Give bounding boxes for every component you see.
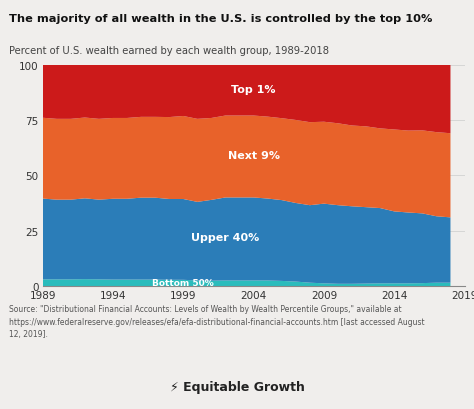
Text: The majority of all wealth in the U.S. is controlled by the top 10%: The majority of all wealth in the U.S. i… <box>9 14 433 24</box>
Text: Next 9%: Next 9% <box>228 151 280 161</box>
Text: ⚡ Equitable Growth: ⚡ Equitable Growth <box>170 380 304 393</box>
Text: Upper 40%: Upper 40% <box>191 233 260 243</box>
Text: Source: "Distributional Financial Accounts: Levels of Wealth by Wealth Percentil: Source: "Distributional Financial Accoun… <box>9 305 425 339</box>
Text: Percent of U.S. wealth earned by each wealth group, 1989-2018: Percent of U.S. wealth earned by each we… <box>9 46 329 56</box>
Text: Top 1%: Top 1% <box>231 85 276 95</box>
Text: Bottom 50%: Bottom 50% <box>153 278 214 287</box>
